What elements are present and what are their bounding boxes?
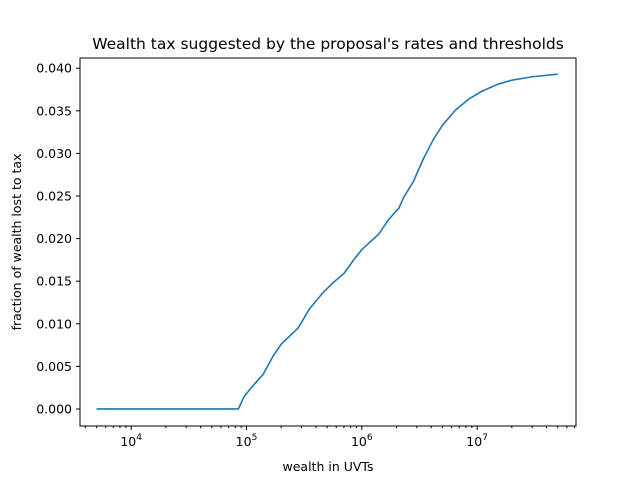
y-tick-label: 0.010 [36, 316, 72, 331]
y-tick-label: 0.000 [36, 401, 72, 416]
plot-area [79, 57, 577, 427]
y-tick-label: 0.040 [36, 61, 72, 76]
x-tick-base: 10 [236, 434, 252, 449]
x-tick-exponent: 4 [136, 433, 142, 443]
x-tick-label: 104 [120, 433, 142, 449]
x-tick-base: 10 [466, 434, 482, 449]
x-tick-exponent: 5 [252, 433, 258, 443]
x-axis-ticks: 104 105 106 107 [84, 426, 576, 449]
x-tick-label: 106 [351, 433, 373, 449]
x-tick-exponent: 6 [367, 433, 373, 443]
y-tick-label: 0.015 [36, 274, 72, 289]
x-tick-base: 10 [120, 434, 136, 449]
y-tick-label: 0.005 [36, 359, 72, 374]
y-tick-label: 0.035 [36, 103, 72, 118]
y-tick-label: 0.020 [36, 231, 72, 246]
x-tick-base: 10 [351, 434, 367, 449]
y-axis-ticks: 0.000 0.005 0.010 0.015 0.020 0.025 0.030 0.035… [36, 61, 80, 416]
x-tick-label: 107 [466, 433, 488, 449]
y-tick-label: 0.025 [36, 189, 72, 204]
x-tick-exponent: 7 [482, 433, 488, 443]
plot-frame [79, 57, 577, 427]
chart-title: Wealth tax suggested by the proposal's r… [92, 35, 564, 53]
y-tick-label: 0.030 [36, 146, 72, 161]
x-axis-label: wealth in UVTs [283, 459, 374, 474]
y-axis-label: fraction of wealth lost to tax [9, 154, 24, 331]
x-tick-label: 105 [236, 433, 258, 449]
series-line-0 [96, 73, 558, 410]
